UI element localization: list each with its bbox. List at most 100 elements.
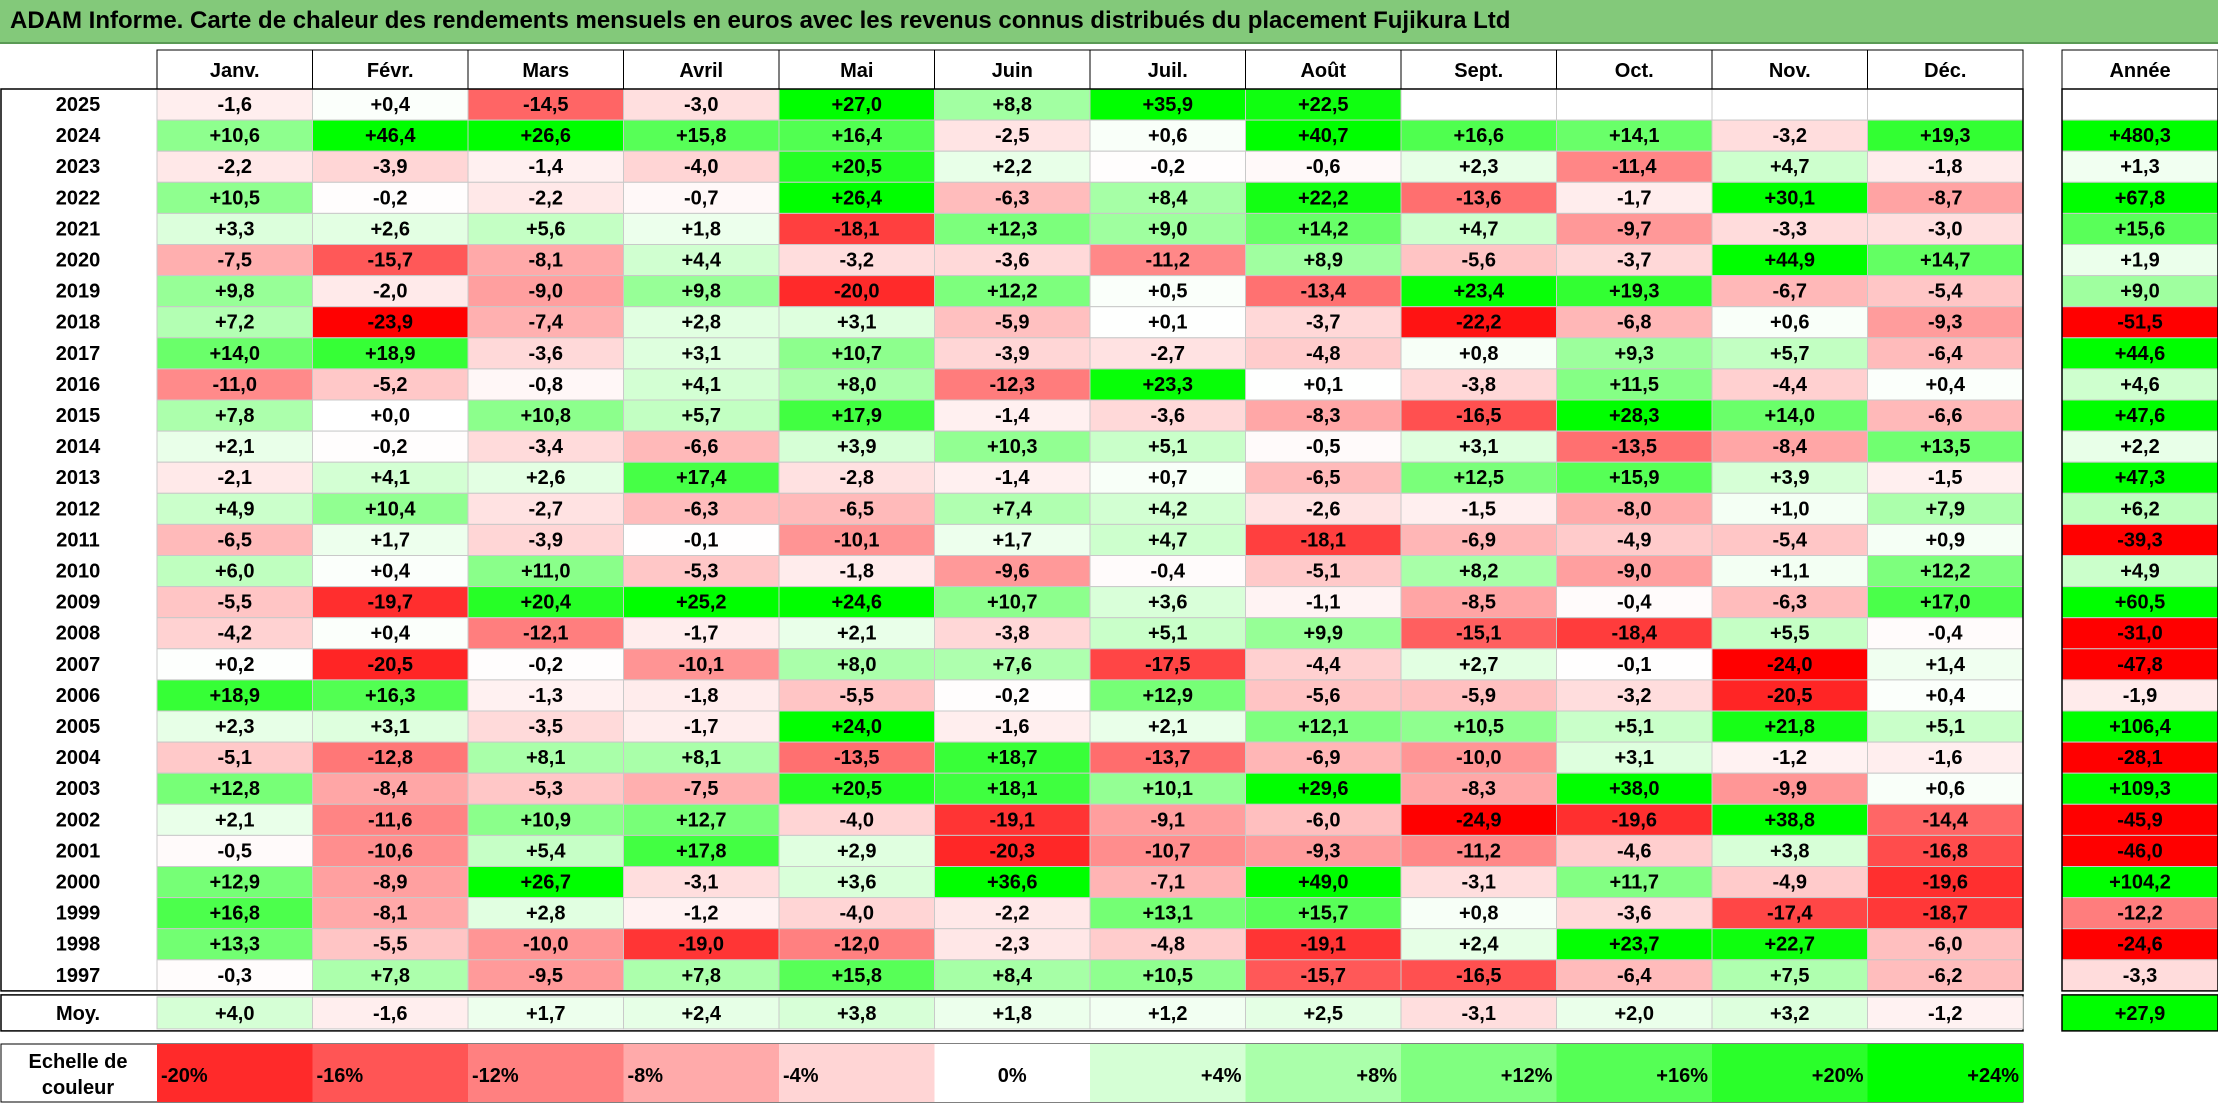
cell-value: +29,6 — [1298, 778, 1349, 800]
cell-value: +5,4 — [526, 840, 566, 862]
heatmap-cell — [1711, 368, 1868, 401]
heatmap-cell — [934, 555, 1091, 588]
heatmap-cell — [1245, 88, 1402, 121]
annual-value: +67,8 — [2115, 187, 2166, 209]
cell-value: +0,1 — [1304, 374, 1343, 396]
cell-value: -1,5 — [1462, 498, 1496, 520]
cell-value: +14,1 — [1609, 125, 1660, 147]
heatmap-cell — [1245, 492, 1402, 525]
heatmap-cell — [623, 523, 780, 557]
cell-value: -1,5 — [1928, 467, 1962, 489]
heatmap-cell — [934, 461, 1091, 494]
cell-value: -3,5 — [529, 716, 563, 738]
average-value: +3,8 — [837, 1003, 876, 1025]
heatmap-cell — [623, 368, 780, 401]
heatmap-cell — [778, 368, 935, 401]
cell-value: +4,7 — [1148, 529, 1187, 551]
cell-value: +24,6 — [831, 592, 882, 614]
cell-value: +7,6 — [993, 654, 1032, 676]
annual-cell — [2061, 523, 2218, 557]
cell-value: -6,4 — [1617, 965, 1652, 987]
annual-value: -31,0 — [2117, 623, 2163, 645]
heatmap-cell — [467, 244, 624, 277]
heatmap-cell — [1089, 772, 1246, 805]
cell-value: +23,4 — [1453, 281, 1504, 303]
cell-value: -3,3 — [1773, 218, 1807, 240]
heatmap-cell — [1556, 555, 1713, 588]
cell-value: -4,0 — [840, 809, 874, 831]
cell-value: -5,5 — [373, 934, 407, 956]
cell-value: -6,0 — [1306, 809, 1340, 831]
average-cell — [467, 996, 624, 1030]
heatmap-cell — [778, 866, 935, 899]
cell-value: +2,6 — [526, 467, 565, 489]
cell-value: -3,2 — [840, 250, 874, 272]
cell-value: +14,7 — [1920, 250, 1971, 272]
cell-value: -5,6 — [1462, 250, 1496, 272]
heatmap-cell — [1089, 150, 1246, 183]
cell-value: +7,8 — [371, 965, 410, 987]
cell-value: -3,8 — [995, 623, 1029, 645]
cell-value: -2,7 — [1151, 343, 1185, 365]
average-annual-value: +27,9 — [2115, 1003, 2166, 1025]
cell-value: +4,4 — [682, 250, 722, 272]
annual-value: +2,2 — [2120, 436, 2159, 458]
heatmap-cell — [1556, 586, 1713, 619]
cell-value: -0,2 — [529, 654, 563, 676]
heatmap-cell — [156, 244, 313, 277]
cell-value: +2,3 — [215, 716, 254, 738]
average-value: +2,0 — [1615, 1003, 1654, 1025]
annual-value: -24,6 — [2117, 934, 2163, 956]
heatmap-cell — [467, 679, 624, 712]
cell-value: -9,0 — [1617, 561, 1651, 583]
average-cell — [1556, 996, 1713, 1030]
cell-value: +16,8 — [209, 903, 260, 925]
cell-value: -2,6 — [1306, 498, 1340, 520]
cell-value: -8,0 — [1617, 498, 1651, 520]
year-label: 2019 — [56, 281, 101, 303]
month-header-cell — [1711, 49, 1868, 90]
cell-value: -9,0 — [529, 281, 563, 303]
cell-value: +16,6 — [1453, 125, 1504, 147]
heatmap-cell — [778, 648, 935, 681]
average-cell — [1400, 996, 1557, 1030]
year-label: 2017 — [56, 343, 101, 365]
scale-swatch — [157, 1044, 313, 1102]
scale-label-line1: Echelle de — [29, 1051, 128, 1073]
heatmap-cell — [1089, 897, 1246, 930]
annual-value: +106,4 — [2109, 716, 2172, 738]
cell-value: -6,5 — [1306, 467, 1340, 489]
heatmap-cell — [1867, 430, 2024, 463]
heatmap-cell — [623, 679, 780, 712]
cell-value: +12,7 — [676, 809, 727, 831]
cell-value: -1,2 — [1773, 747, 1807, 769]
scale-swatch — [1401, 1044, 1557, 1102]
cell-value: -17,4 — [1767, 903, 1813, 925]
heatmap-cell — [1867, 212, 2024, 245]
heatmap-cell — [934, 399, 1091, 432]
heatmap-cell — [1867, 275, 2024, 308]
cell-value: +8,0 — [837, 654, 876, 676]
cell-value: +27,0 — [831, 94, 882, 116]
heatmap-cell — [1711, 803, 1868, 836]
annual-cell — [2061, 834, 2218, 868]
cell-value: +3,1 — [1615, 747, 1654, 769]
heatmap-cell — [1245, 181, 1402, 214]
heatmap-cell — [1711, 928, 1868, 961]
cell-value: +0,4 — [371, 623, 411, 645]
heatmap-cell — [1556, 772, 1713, 805]
cell-value: -6,2 — [1928, 965, 1962, 987]
heatmap-cell — [1867, 181, 2024, 214]
annual-value: -51,5 — [2117, 312, 2163, 334]
heatmap-cell — [467, 461, 624, 494]
cell-value: -2,1 — [218, 467, 252, 489]
cell-value: +13,3 — [209, 934, 260, 956]
heatmap-cell — [778, 119, 935, 152]
cell-value: -1,3 — [529, 685, 563, 707]
scale-swatch — [934, 1044, 1090, 1102]
heatmap-cell — [778, 430, 935, 463]
cell-value: +10,7 — [831, 343, 882, 365]
heatmap-cell — [156, 803, 313, 836]
cell-value: +10,5 — [209, 187, 260, 209]
cell-value: -3,1 — [684, 872, 718, 894]
